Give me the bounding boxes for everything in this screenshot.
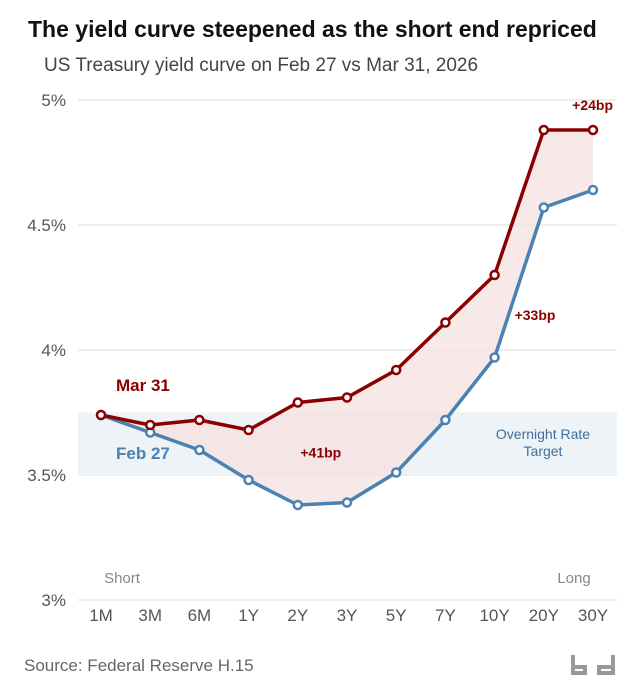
x-tick-label: 1Y <box>238 606 259 625</box>
data-point <box>390 364 402 376</box>
series-label-mar31: Mar 31 <box>116 376 170 395</box>
spread-annotations: +41bp +33bp +24bp <box>300 97 613 461</box>
series-lines <box>95 124 599 511</box>
data-point <box>292 397 304 408</box>
x-tick-label: 1M <box>89 606 113 625</box>
publisher-logo-icon <box>571 655 615 675</box>
x-axis-tick-labels: 1M 3M 6M 1Y 2Y 3Y 5Y 7Y 10Y 20Y 30Y <box>89 606 608 625</box>
data-point <box>144 419 156 431</box>
data-point <box>341 392 353 403</box>
x-tick-label: 7Y <box>435 606 456 625</box>
data-point <box>587 124 599 136</box>
chart-subtitle: US Treasury yield curve on Feb 27 vs Mar… <box>44 55 479 76</box>
short-end-label: Short <box>104 570 141 587</box>
x-tick-label: 10Y <box>479 606 509 625</box>
band-label-line-2: Target <box>524 443 563 459</box>
data-point <box>440 317 451 328</box>
y-axis-tick-labels: 3% 3.5% 4% 4.5% 5% <box>27 91 66 610</box>
data-point <box>538 202 550 213</box>
data-point <box>489 352 500 363</box>
source-note: Source: Federal Reserve H.15 <box>24 656 254 675</box>
data-point <box>440 414 451 426</box>
data-point <box>194 414 205 426</box>
series-label-feb27: Feb 27 <box>116 444 170 463</box>
data-point <box>243 424 254 436</box>
data-point <box>95 409 107 421</box>
data-point <box>194 444 205 456</box>
x-tick-label: 20Y <box>529 606 559 625</box>
x-tick-label: 30Y <box>578 606 608 625</box>
yield-curve-chart: Overnight Rate Target 3% 3.5% 4% 4.5% 5% 1M 3… <box>27 91 617 625</box>
y-tick-label: 4.5% <box>27 216 66 235</box>
data-point <box>243 474 254 486</box>
long-end-label: Long <box>557 570 590 587</box>
chart-title: The yield curve steepened as the short e… <box>28 16 597 42</box>
x-tick-label: 3Y <box>337 606 358 625</box>
data-point <box>538 124 550 136</box>
band-label-line-1: Overnight Rate <box>496 426 590 442</box>
data-point <box>489 269 500 281</box>
y-tick-label: 5% <box>41 91 66 110</box>
spread-annotation: +33bp <box>515 307 556 323</box>
x-tick-label: 2Y <box>287 606 308 625</box>
y-tick-label: 3% <box>41 591 66 610</box>
data-point <box>390 467 402 478</box>
x-tick-label: 3M <box>138 606 162 625</box>
data-point <box>292 499 304 511</box>
y-tick-label: 3.5% <box>27 466 66 485</box>
x-tick-label: 5Y <box>386 606 407 625</box>
spread-annotation: +41bp <box>300 445 341 461</box>
spread-area <box>101 130 593 505</box>
x-tick-label: 6M <box>188 606 212 625</box>
spread-annotation: +24bp <box>572 97 613 113</box>
data-point <box>341 497 353 508</box>
y-tick-label: 4% <box>41 341 66 360</box>
data-point <box>587 184 599 196</box>
